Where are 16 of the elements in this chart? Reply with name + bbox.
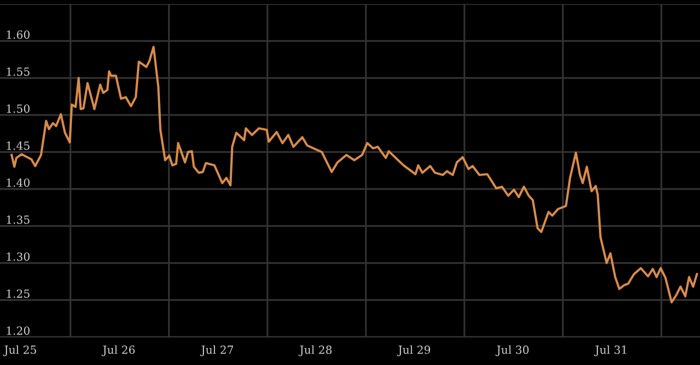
x-tick-label: Jul 27 (200, 345, 234, 356)
x-tick-label: Jul 28 (298, 345, 332, 356)
x-tick-label: Jul 25 (3, 345, 36, 356)
y-tick-label: 1.55 (6, 67, 30, 76)
x-tick-label: Jul 31 (594, 345, 626, 356)
y-tick-label: 1.45 (6, 141, 30, 150)
y-tick-label: 1.35 (6, 215, 30, 224)
x-tick-label: Jul 26 (102, 345, 135, 356)
y-tick-label: 1.50 (6, 104, 30, 113)
y-tick-label: 1.40 (6, 178, 30, 187)
y-tick-label: 1.20 (6, 326, 30, 335)
y-tick-label: 1.60 (6, 30, 30, 39)
y-tick-label: 1.30 (6, 252, 30, 261)
x-tick-label: Jul 29 (397, 345, 430, 356)
y-tick-label: 1.25 (6, 289, 30, 298)
x-tick-label: Jul 30 (496, 345, 529, 356)
